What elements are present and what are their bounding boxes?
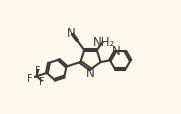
Text: N: N (86, 67, 95, 80)
Text: F: F (28, 74, 33, 84)
Text: F: F (39, 76, 45, 86)
Text: NH₂: NH₂ (93, 35, 115, 48)
Text: N: N (67, 27, 76, 40)
Text: N: N (112, 45, 120, 57)
Text: F: F (35, 65, 41, 75)
